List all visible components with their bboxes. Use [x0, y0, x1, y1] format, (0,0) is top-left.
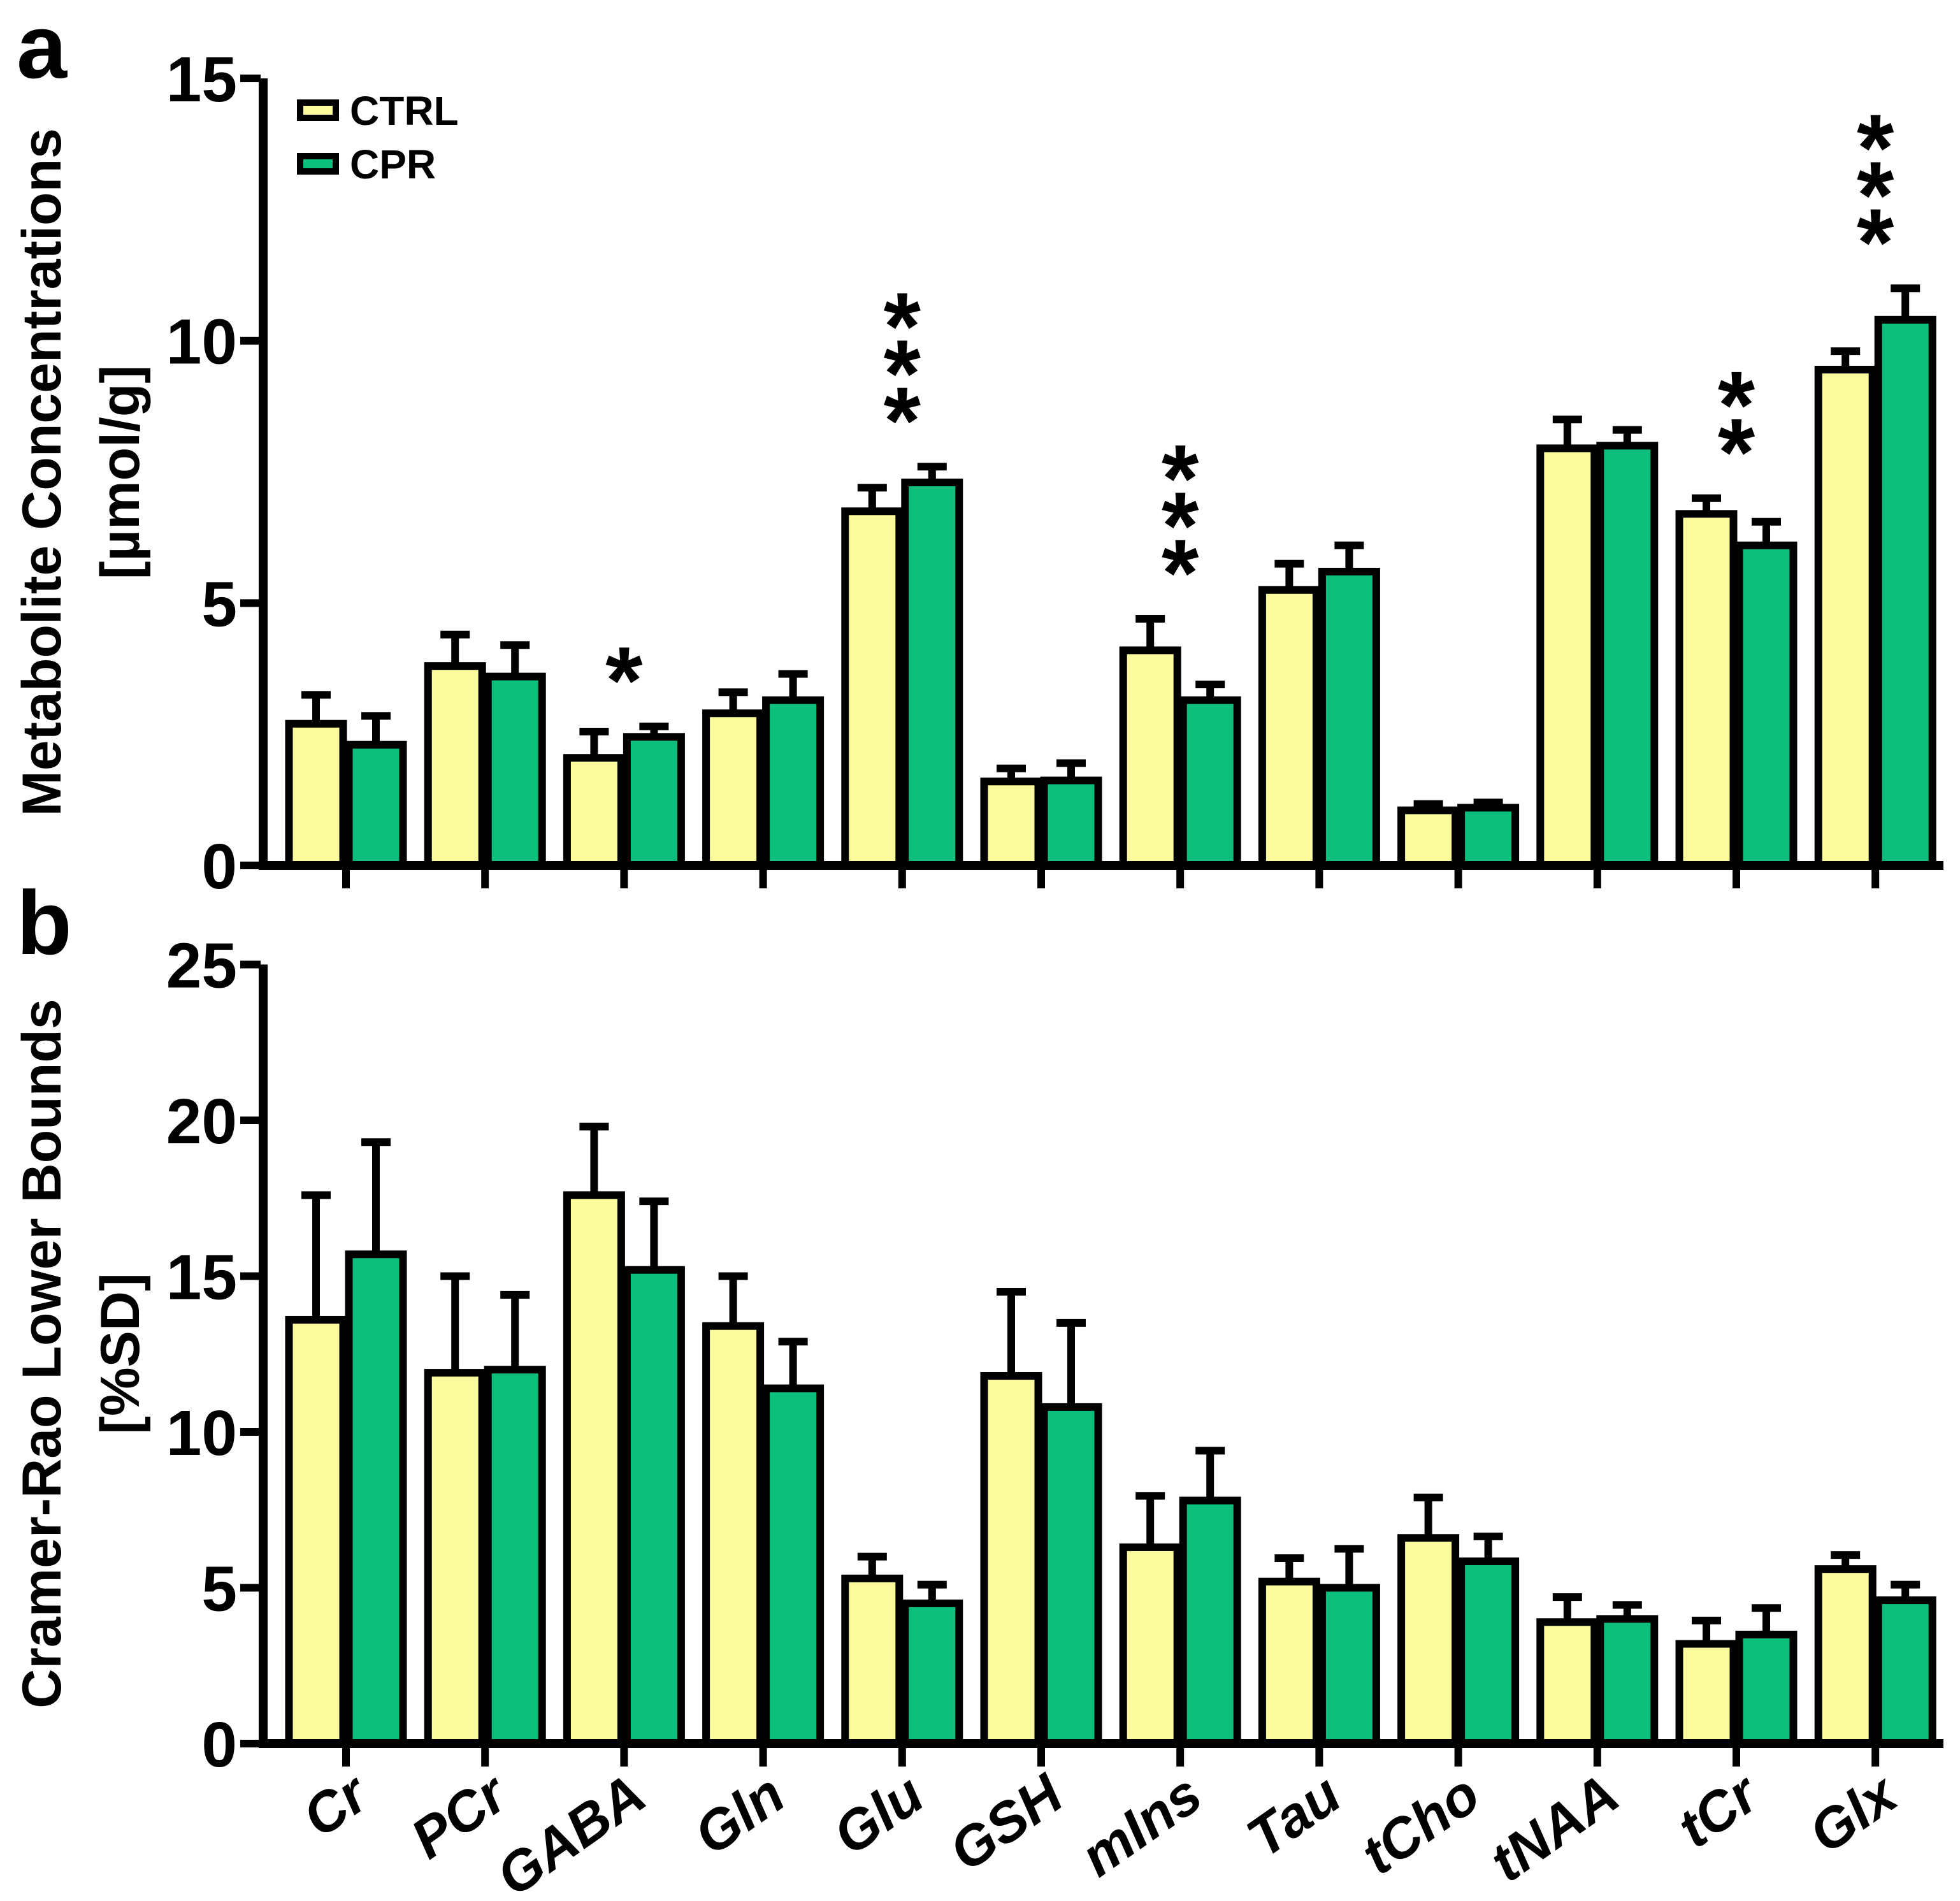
significance-star-Glu-3: *: [884, 273, 921, 380]
axis-lines: [259, 78, 1943, 870]
significance-star-GABA-1: *: [605, 626, 643, 734]
significance-star-Glx-2: *: [1857, 141, 1894, 249]
bar-CPR-Glu: [901, 1599, 963, 1747]
y-tick-label-0: 0: [201, 1709, 237, 1781]
bar-CPR-Tau: [1318, 1584, 1380, 1747]
panel-b-y-axis-title: Cramer-Rao Lower Bounds: [11, 999, 73, 1708]
bar-CTRL-tCr: [1675, 510, 1738, 869]
panel-b-letter: b: [17, 872, 72, 974]
bar-CPR-mIns: [1179, 696, 1241, 870]
bar-CPR-Cr: [345, 1250, 407, 1747]
bar-CTRL-Tau: [1258, 586, 1320, 870]
category-label-tCr: tCr: [1666, 1760, 1771, 1860]
legend: CTRL CPR: [297, 88, 459, 187]
bar-CTRL-tCho: [1397, 806, 1460, 869]
bar-CTRL-tNAA: [1536, 444, 1599, 869]
y-tick-label-0: 0: [201, 831, 237, 902]
bar-CTRL-Glx: [1814, 365, 1877, 869]
bar-CPR-Glx: [1874, 1596, 1936, 1748]
bar-CTRL-tCho: [1397, 1534, 1460, 1747]
significance-star-Glx-3: *: [1857, 94, 1894, 201]
panel-a-letter: a: [17, 0, 68, 98]
bar-CPR-tNAA: [1596, 1615, 1659, 1747]
significance-star-Glx-1: *: [1857, 189, 1894, 296]
legend-label-cpr: CPR: [350, 141, 436, 187]
legend-swatch-ctrl: [297, 99, 339, 121]
bar-CPR-PCr: [484, 672, 546, 870]
bar-CTRL-tCr: [1675, 1640, 1738, 1748]
significance-star-mIns-3: *: [1162, 424, 1199, 531]
significance-star-Glu-2: *: [884, 320, 921, 427]
bar-CTRL-mIns: [1119, 646, 1181, 870]
bar-CTRL-Gln: [702, 709, 765, 870]
bar-CTRL-Glu: [841, 1574, 904, 1748]
bar-CPR-tCho: [1457, 1557, 1520, 1748]
y-tick-label-15: 15: [166, 44, 237, 115]
significance-star-tCr-2: *: [1718, 351, 1755, 458]
axis-lines: [259, 964, 1943, 1748]
bar-CTRL-GSH: [980, 1371, 1042, 1747]
bar-CTRL-PCr: [424, 662, 486, 869]
significance-star-Glu-1: *: [884, 367, 921, 474]
bar-CPR-tCr: [1735, 541, 1798, 869]
bar-CTRL-Tau: [1258, 1577, 1320, 1747]
bar-CTRL-Gln: [702, 1322, 765, 1747]
category-label-GSH: GSH: [938, 1761, 1075, 1883]
panel-a-y-axis-unit: [µmol/g]: [90, 365, 151, 579]
category-label-tCho: tCho: [1350, 1761, 1491, 1886]
significance-star-mIns-2: *: [1162, 472, 1199, 579]
bar-CTRL-Cr: [285, 719, 347, 869]
y-tick-label-5: 5: [201, 1554, 237, 1625]
category-label-mIns: mIns: [1069, 1761, 1213, 1888]
bar-CPR-GABA: [623, 1266, 685, 1747]
bar-CPR-GSH: [1040, 1403, 1102, 1747]
category-label-Tau: Tau: [1236, 1761, 1351, 1869]
bar-CTRL-Cr: [285, 1315, 347, 1747]
bar-CPR-Gln: [762, 1384, 825, 1748]
y-tick-label-15: 15: [166, 1242, 237, 1313]
category-label-Cr: Cr: [291, 1760, 381, 1849]
bar-CTRL-tNAA: [1536, 1618, 1599, 1748]
bar-CTRL-GSH: [980, 777, 1042, 869]
bar-CPR-Glu: [901, 478, 963, 869]
category-label-tNAA: tNAA: [1479, 1761, 1630, 1893]
bar-CPR-Tau: [1318, 567, 1380, 870]
bar-CTRL-PCr: [424, 1369, 486, 1748]
panel-a-y-axis-title: Metabolite Concentrations: [11, 128, 73, 816]
category-label-Glx: Glx: [1798, 1761, 1909, 1865]
bar-CPR-Glx: [1874, 315, 1936, 869]
category-label-Gln: Gln: [683, 1761, 796, 1867]
bar-CTRL-Glx: [1814, 1565, 1877, 1747]
y-tick-label-10: 10: [166, 1398, 237, 1469]
bar-CPR-GSH: [1040, 776, 1102, 869]
bar-CTRL-mIns: [1119, 1543, 1181, 1747]
significance-star-mIns-1: *: [1162, 519, 1199, 626]
significance-star-tCr-1: *: [1718, 398, 1755, 505]
bar-CPR-PCr: [484, 1366, 546, 1747]
category-label-Glu: Glu: [822, 1761, 935, 1867]
bar-CPR-mIns: [1179, 1496, 1241, 1748]
y-tick-label-10: 10: [166, 307, 237, 378]
y-tick-label-5: 5: [201, 568, 237, 640]
legend-swatch-cpr: [297, 153, 339, 175]
panel-b-y-axis-unit: [%SD]: [90, 1273, 151, 1434]
y-tick-label-25: 25: [166, 930, 237, 1002]
bar-CPR-Gln: [762, 696, 825, 870]
bar-CPR-Cr: [345, 741, 407, 869]
bar-CPR-tCr: [1735, 1630, 1798, 1748]
bar-CTRL-GABA: [563, 754, 625, 870]
y-tick-label-20: 20: [166, 1086, 237, 1157]
bar-CTRL-Glu: [841, 507, 904, 869]
legend-label-ctrl: CTRL: [350, 88, 459, 134]
bar-CPR-tNAA: [1596, 442, 1659, 869]
category-label-GABA: GABA: [485, 1761, 656, 1901]
bar-CPR-tCho: [1457, 804, 1520, 870]
bar-CTRL-GABA: [563, 1191, 625, 1747]
bar-CPR-GABA: [623, 733, 685, 869]
